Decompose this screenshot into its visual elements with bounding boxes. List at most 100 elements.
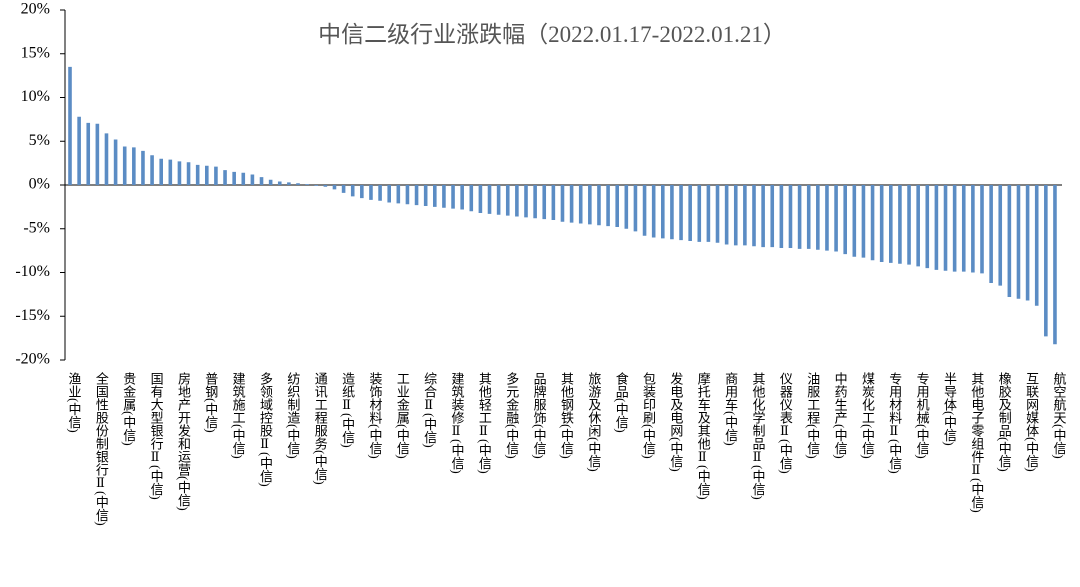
chart-title: 中信二级行业涨跌幅（2022.01.17-2022.01.21） xyxy=(318,22,786,47)
x-tick-label: 其他化学制品Ⅱ(中信) xyxy=(751,372,766,500)
x-tick-label: 建筑施工(中信) xyxy=(231,372,246,459)
bar xyxy=(113,139,118,185)
bar xyxy=(150,155,154,185)
bar xyxy=(651,185,656,238)
x-tick-label: 发电及电网(中信) xyxy=(668,371,683,471)
bar xyxy=(369,185,373,200)
bar xyxy=(122,146,127,185)
bar xyxy=(633,185,638,232)
bar xyxy=(825,185,829,251)
bar xyxy=(560,185,565,222)
x-tick-label: 食品(中信) xyxy=(614,371,629,432)
bar xyxy=(733,185,738,246)
bar xyxy=(943,185,948,271)
bar xyxy=(542,185,547,220)
bar xyxy=(989,185,993,283)
bar xyxy=(469,185,474,212)
bar xyxy=(360,185,364,199)
x-tick-label: 多领域控股Ⅱ(中信) xyxy=(258,371,273,486)
bar xyxy=(934,185,939,270)
bar xyxy=(524,185,528,218)
bar xyxy=(797,185,802,249)
x-tick-label: 工业金属(中信) xyxy=(395,372,410,459)
bar xyxy=(241,172,246,185)
bar xyxy=(259,177,264,185)
bar xyxy=(806,185,811,249)
x-tick-label: 摩托车及其他Ⅱ(中信) xyxy=(696,371,711,499)
bar xyxy=(433,185,437,207)
x-tick-label: 贵金属(中信) xyxy=(121,372,136,446)
bar xyxy=(578,185,583,224)
bar xyxy=(569,185,574,223)
bar xyxy=(706,185,711,242)
bar xyxy=(898,185,902,264)
x-tick-label: 纺织制造(中信) xyxy=(285,372,300,459)
bar xyxy=(816,185,820,250)
bar xyxy=(423,185,428,206)
x-tick-label: 渔业(中信) xyxy=(67,372,82,433)
bar xyxy=(496,185,501,215)
bar xyxy=(606,185,610,227)
x-tick-label: 专用机械(中信) xyxy=(915,372,930,459)
bar xyxy=(998,185,1003,286)
bar xyxy=(1007,185,1012,297)
x-tick-label: 国有大型银行Ⅱ(中信) xyxy=(149,372,164,500)
bar xyxy=(770,185,775,248)
x-tick-label: 品牌服饰(中信) xyxy=(532,372,547,459)
x-tick-label: 普钢(中信) xyxy=(203,372,218,433)
x-tick-label: 互联网媒体(中信) xyxy=(1024,372,1039,472)
bar xyxy=(350,185,355,197)
x-tick-label: 造纸Ⅱ(中信) xyxy=(340,372,355,448)
y-tick-label: 15% xyxy=(21,44,50,61)
bar xyxy=(661,185,665,239)
x-tick-label: 煤炭化工(中信) xyxy=(860,372,875,459)
y-tick-label: -10% xyxy=(15,263,50,280)
bar xyxy=(743,185,747,246)
bar xyxy=(205,165,209,185)
bar xyxy=(378,185,382,201)
bar xyxy=(214,166,218,185)
bar xyxy=(460,185,464,210)
bar xyxy=(478,185,483,213)
bar xyxy=(68,66,72,185)
bar xyxy=(168,159,173,185)
x-tick-label: 航空航天(中信) xyxy=(1051,371,1066,458)
y-tick-label: -5% xyxy=(23,219,50,236)
bar xyxy=(980,185,984,274)
bar xyxy=(1016,185,1021,299)
bar xyxy=(405,185,410,205)
bar xyxy=(670,185,674,240)
bar xyxy=(177,161,182,185)
bar xyxy=(834,185,838,252)
x-tick-label: 综合Ⅱ(中信) xyxy=(422,372,437,448)
bar xyxy=(223,170,227,185)
bar xyxy=(551,185,556,220)
bar xyxy=(907,185,911,265)
x-tick-label: 其他钢铁(中信) xyxy=(559,372,574,459)
bar xyxy=(515,185,519,217)
bar xyxy=(952,185,957,272)
x-tick-label: 其他电子零组件Ⅱ(中信) xyxy=(969,372,984,513)
bar xyxy=(95,123,100,185)
bar xyxy=(889,185,893,263)
bar xyxy=(597,185,601,226)
x-tick-label: 通讯工程服务(中信) xyxy=(313,372,328,485)
bar xyxy=(132,147,136,185)
bar xyxy=(296,183,300,185)
bar xyxy=(843,185,847,255)
bar xyxy=(861,185,866,258)
x-tick-label: 半导体(中信) xyxy=(942,372,957,446)
y-tick-label: -20% xyxy=(15,351,50,368)
bar xyxy=(186,162,191,185)
bar xyxy=(1034,185,1039,306)
bar xyxy=(961,185,966,272)
y-tick-label: 10% xyxy=(21,88,50,105)
bar xyxy=(332,185,337,190)
bar xyxy=(77,116,81,185)
bar xyxy=(414,185,419,206)
bar xyxy=(487,185,492,214)
x-tick-label: 商用车(中信) xyxy=(723,372,738,446)
bar xyxy=(268,179,273,185)
x-tick-label: 包装印刷(中信) xyxy=(641,372,656,459)
bar xyxy=(679,185,683,241)
